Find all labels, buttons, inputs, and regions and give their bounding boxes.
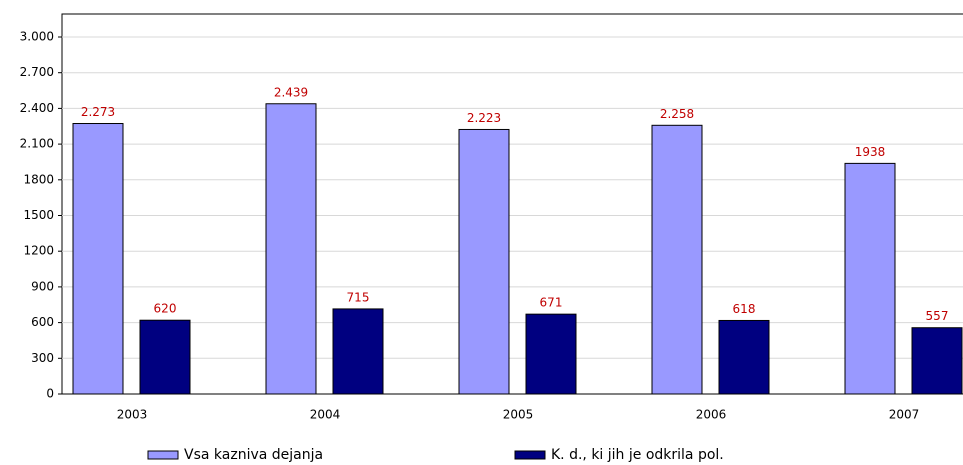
value-label: 1938 [855, 145, 886, 159]
bar [139, 319, 191, 395]
legend-swatch [147, 450, 179, 460]
y-tick-label: 600 [31, 315, 54, 329]
x-tick-label: 2003 [117, 408, 148, 422]
value-label: 671 [540, 296, 563, 310]
value-label: 2.258 [660, 107, 694, 121]
x-tick-label: 2007 [889, 408, 920, 422]
value-label: 557 [926, 309, 949, 323]
legend-swatch [514, 450, 546, 460]
x-tick-label: 2004 [310, 408, 341, 422]
bar [651, 124, 703, 395]
y-tick-label: 300 [31, 351, 54, 365]
legend-label: K. d., ki jih je odkrila pol. [551, 447, 724, 463]
y-tick-label: 2.100 [20, 137, 54, 151]
bar [525, 313, 577, 395]
x-tick-label: 2005 [503, 408, 534, 422]
bar [718, 319, 770, 395]
y-tick-label: 3.000 [20, 30, 54, 44]
bar [911, 327, 963, 395]
value-label: 620 [154, 302, 177, 316]
bar [332, 308, 384, 395]
y-tick-label: 1200 [23, 244, 54, 258]
y-tick-label: 2.700 [20, 65, 54, 79]
bar [844, 162, 896, 395]
value-label: 618 [733, 302, 756, 316]
y-tick-label: 1500 [23, 208, 54, 222]
bar [458, 128, 510, 395]
value-label: 2.273 [81, 105, 115, 119]
y-tick-label: 900 [31, 279, 54, 293]
legend-label: Vsa kazniva dejanja [184, 447, 323, 463]
bar [72, 123, 124, 395]
value-label: 2.439 [274, 85, 308, 99]
value-label: 2.223 [467, 111, 501, 125]
y-tick-label: 1800 [23, 172, 54, 186]
plot-frame [61, 13, 963, 395]
y-tick-label: 0 [46, 387, 54, 401]
x-tick-label: 2006 [696, 408, 727, 422]
y-tick-label: 2.400 [20, 101, 54, 115]
value-label: 715 [347, 290, 370, 304]
bar [265, 103, 317, 395]
